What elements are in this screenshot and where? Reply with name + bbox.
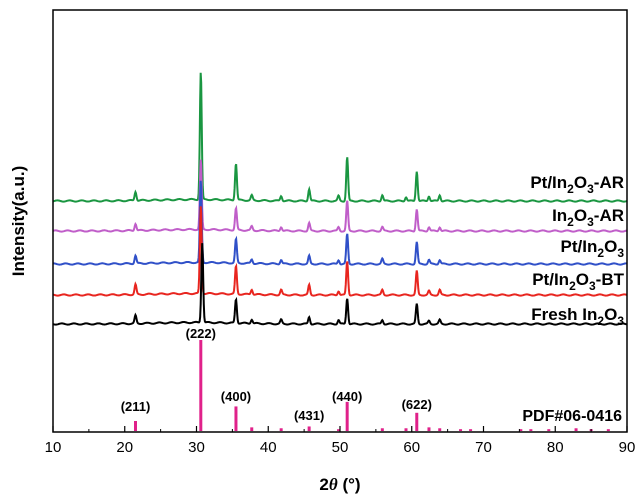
- series-line: [52, 159, 628, 233]
- hkl-label: (622): [402, 397, 432, 412]
- y-axis-title: Intensity(a.u.): [9, 166, 28, 277]
- x-tick-label: 30: [188, 439, 205, 456]
- series-line: [52, 243, 628, 326]
- x-ticks: 10 20 30 40 50 60 70 80 90: [45, 426, 636, 456]
- series-label: Pt/In2O3: [561, 237, 625, 260]
- series-label: Pt/In2O3-BT: [532, 270, 624, 293]
- x-tick-label: 70: [475, 439, 492, 456]
- reference-label: PDF#06-0416: [522, 408, 622, 425]
- x-tick-label: 20: [116, 439, 133, 456]
- hkl-label: (431): [294, 408, 324, 423]
- series-label: Pt/In2O3-AR: [530, 173, 624, 196]
- series-curves: [52, 72, 628, 326]
- series-line: [52, 206, 628, 297]
- hkl-label: (222): [186, 326, 216, 341]
- x-tick-label: 10: [45, 439, 62, 456]
- x-tick-label: 40: [260, 439, 277, 456]
- hkl-label: (400): [221, 389, 251, 404]
- series-label: Fresh In2O3: [531, 305, 624, 328]
- x-tick-label: 90: [619, 439, 636, 456]
- plot-frame: [52, 9, 628, 433]
- series-line: [52, 180, 628, 266]
- series-line: [52, 72, 628, 203]
- hkl-label: (211): [121, 399, 151, 414]
- x-tick-label: 80: [547, 439, 564, 456]
- reference-pattern: (211) (222) (400) (431) (440) (622) PDF#06-041…: [121, 326, 622, 431]
- x-tick-label: 50: [332, 439, 349, 456]
- series-labels: Pt/In2O3-AR In2O3-AR Pt/In2O3 Pt/In2O3-BT Fr…: [530, 173, 624, 328]
- series-label: In2O3-AR: [552, 206, 624, 229]
- x-tick-label: 60: [403, 439, 420, 456]
- hkl-label: (440): [332, 389, 362, 404]
- x-axis-title: 2θ (°): [319, 475, 360, 494]
- axes: [52, 9, 628, 433]
